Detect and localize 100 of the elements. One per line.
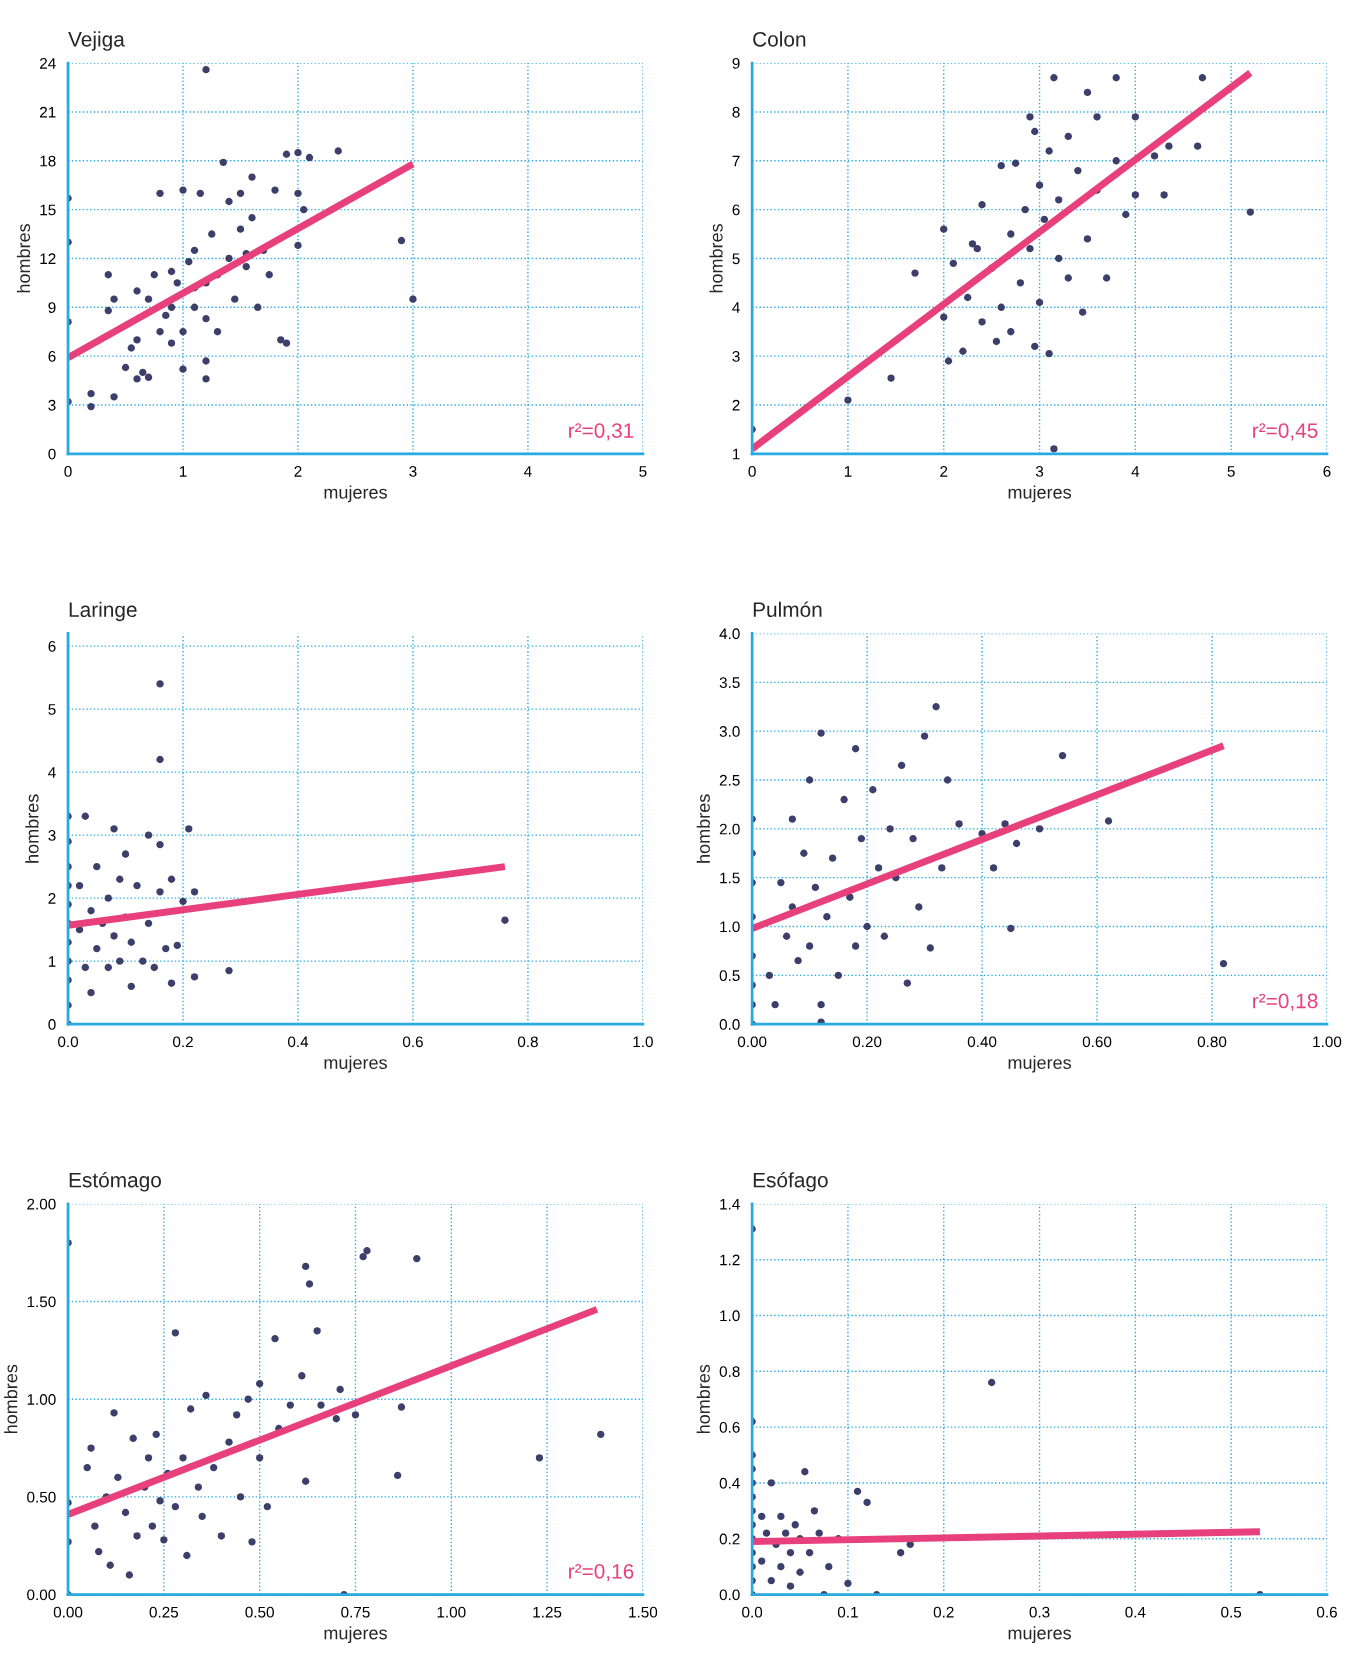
- y-tick-label: 0.4: [719, 1477, 740, 1489]
- x-tick-label: 1.0: [633, 1036, 653, 1048]
- y-tick-label: 1.5: [720, 872, 740, 884]
- x-tick-label: 0.0: [742, 1606, 763, 1618]
- x-tick-label: 1.50: [629, 1606, 658, 1618]
- x-tick-label: 0.6: [1316, 1606, 1337, 1618]
- x-tick-label: 0.20: [852, 1036, 882, 1048]
- x-tick-label: 0.75: [341, 1606, 370, 1618]
- x-tick-label: 1.25: [533, 1606, 562, 1618]
- chart-title: Pulmón: [753, 601, 822, 618]
- x-tick-label: 0.5: [1221, 1606, 1242, 1618]
- y-tick-label: 4: [48, 767, 56, 778]
- y-tick-label: 21: [40, 106, 56, 118]
- x-tick-label: 0.6: [402, 1036, 423, 1048]
- y-tick-label: 6: [732, 204, 740, 216]
- x-tick-label: 1: [179, 466, 187, 477]
- y-tick-label: 6: [48, 640, 56, 652]
- x-axis-title: mujeres: [324, 1055, 387, 1073]
- x-tick-label: 6: [1323, 466, 1331, 477]
- y-tick-label: 1.00: [27, 1394, 56, 1405]
- y-tick-label: 1.4: [720, 1198, 740, 1210]
- y-tick-label: 0.0: [719, 1019, 740, 1030]
- chart-title: Colon: [753, 31, 806, 47]
- chart-title: Esófago: [753, 1171, 828, 1192]
- y-tick-label: 0.00: [27, 1589, 56, 1601]
- y-tick-label: 3: [732, 350, 740, 362]
- y-tick-label: 3: [48, 399, 56, 411]
- y-tick-label: 7: [732, 155, 740, 167]
- x-tick-label: 0.3: [1029, 1606, 1050, 1618]
- y-tick-label: 1: [48, 956, 56, 967]
- y-tick-label: 1.2: [720, 1254, 740, 1266]
- x-axis-title: mujeres: [1008, 485, 1072, 503]
- y-tick-label: 2: [732, 399, 740, 411]
- x-tick-label: 4: [1131, 466, 1140, 477]
- x-tick-label: 0.8: [517, 1036, 538, 1048]
- chart-title: Laringe: [69, 601, 137, 622]
- y-axis-title: hombres: [25, 794, 39, 863]
- x-tick-label: 2: [294, 466, 302, 477]
- y-tick-label: 18: [40, 155, 56, 167]
- y-tick-label: 2.00: [27, 1198, 56, 1210]
- x-axis-title: mujeres: [324, 485, 387, 503]
- y-tick-label: 2.5: [719, 774, 740, 786]
- x-axis-title: mujeres: [1008, 1626, 1072, 1643]
- y-tick-label: 0.0: [719, 1589, 740, 1601]
- annotation: r²=0,18: [1253, 993, 1318, 1011]
- x-tick-label: 0.25: [149, 1606, 179, 1618]
- annotation: r²=0,16: [569, 1563, 634, 1582]
- x-tick-label: 0.4: [287, 1036, 309, 1048]
- y-tick-label: 8: [732, 106, 740, 118]
- y-tick-label: 1.0: [720, 921, 740, 933]
- y-tick-label: 12: [40, 253, 56, 264]
- x-tick-label: 0.2: [173, 1036, 193, 1048]
- y-tick-label: 2: [48, 893, 56, 904]
- y-tick-label: 3: [48, 830, 56, 841]
- chart-title: Vejiga: [68, 31, 125, 51]
- y-tick-label: 4.0: [719, 628, 740, 640]
- x-axis-title: mujeres: [1008, 1055, 1072, 1073]
- y-tick-label: 9: [48, 302, 56, 313]
- y-axis-title: hombres: [4, 1364, 18, 1434]
- y-tick-label: 3.0: [719, 726, 740, 737]
- x-tick-label: 5: [1227, 466, 1235, 477]
- chart-title: Estómago: [69, 1171, 161, 1192]
- y-tick-label: 0.6: [719, 1422, 740, 1433]
- y-tick-label: 3.5: [719, 677, 740, 689]
- annotation: r²=0,45: [1253, 423, 1318, 441]
- x-tick-label: 2: [940, 466, 948, 477]
- x-tick-label: 0.60: [1082, 1036, 1112, 1048]
- y-tick-label: 15: [40, 204, 56, 216]
- x-tick-label: 0: [64, 466, 72, 477]
- x-tick-label: 0.40: [967, 1036, 997, 1048]
- y-tick-label: 4: [732, 302, 740, 313]
- y-axis-title: hombres: [709, 223, 723, 293]
- y-axis-title: hombres: [16, 223, 31, 293]
- y-tick-label: 9: [732, 57, 740, 69]
- x-tick-label: 0.0: [58, 1036, 79, 1048]
- x-tick-label: 5: [639, 466, 647, 477]
- y-tick-label: 0.50: [27, 1491, 56, 1503]
- y-tick-label: 0: [48, 1019, 56, 1030]
- x-tick-label: 0: [748, 466, 756, 477]
- x-tick-label: 0.50: [245, 1606, 274, 1618]
- x-tick-label: 1.00: [1313, 1036, 1342, 1048]
- x-tick-label: 0.80: [1197, 1036, 1227, 1048]
- y-tick-label: 6: [48, 350, 56, 362]
- annotation: r²=0,31: [569, 423, 634, 441]
- x-tick-label: 0.4: [1125, 1606, 1146, 1618]
- y-axis-title: hombres: [696, 1364, 710, 1434]
- y-axis-title: hombres: [696, 794, 710, 863]
- y-tick-label: 5: [732, 253, 740, 265]
- y-tick-label: 24: [40, 57, 56, 69]
- y-tick-label: 1.0: [720, 1310, 740, 1322]
- x-tick-label: 3: [409, 466, 417, 477]
- y-tick-label: 1.50: [27, 1296, 56, 1308]
- x-tick-label: 1.00: [437, 1606, 466, 1618]
- x-axis-title: mujeres: [324, 1626, 387, 1643]
- x-tick-label: 1: [844, 466, 852, 477]
- y-tick-label: 5: [48, 704, 56, 715]
- x-tick-label: 4: [524, 466, 532, 477]
- y-tick-label: 0.5: [719, 970, 740, 982]
- x-tick-label: 0.1: [837, 1606, 858, 1618]
- x-tick-label: 3: [1035, 466, 1044, 477]
